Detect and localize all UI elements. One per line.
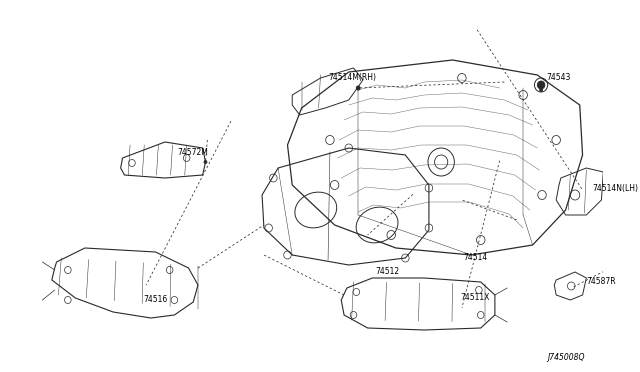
Text: 74572M: 74572M — [177, 148, 208, 157]
Circle shape — [356, 86, 360, 90]
Text: 74514N(LH): 74514N(LH) — [592, 183, 638, 192]
Text: J745008Q: J745008Q — [547, 353, 584, 362]
Circle shape — [204, 160, 207, 164]
Text: 74516: 74516 — [143, 295, 168, 305]
Text: 74543: 74543 — [547, 73, 571, 81]
Text: 74514M(RH): 74514M(RH) — [328, 73, 376, 81]
Text: 74514: 74514 — [464, 253, 488, 263]
Text: 74587R: 74587R — [586, 278, 616, 286]
Text: 74511X: 74511X — [460, 294, 490, 302]
Text: 74512: 74512 — [375, 267, 399, 276]
Circle shape — [538, 81, 545, 89]
Circle shape — [539, 88, 543, 92]
